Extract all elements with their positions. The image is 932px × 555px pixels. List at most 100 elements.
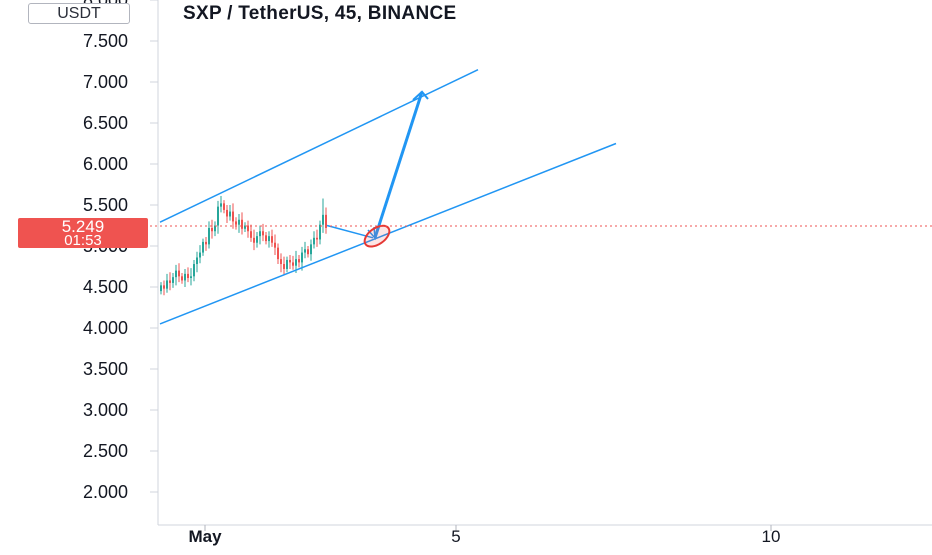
candle	[193, 259, 195, 282]
candle-body	[187, 273, 189, 278]
candle	[310, 239, 312, 261]
time-tick-label: 5	[451, 527, 460, 546]
candle-body	[163, 285, 165, 289]
candle-body	[274, 242, 276, 248]
price-tick-label: 4.500	[83, 277, 128, 297]
candle-body	[166, 280, 168, 289]
last-price-tag: 5.249 01:53	[18, 218, 148, 248]
candle	[292, 255, 294, 270]
candle	[271, 229, 273, 247]
candle-body	[247, 225, 249, 232]
candle-body	[298, 259, 300, 263]
candle-body	[256, 236, 258, 243]
price-axis[interactable]: 8.0007.5007.0006.5006.0005.5005.0004.500…	[83, 0, 158, 502]
candle	[253, 229, 255, 251]
price-tick-label: 3.000	[83, 400, 128, 420]
candle-body	[289, 259, 291, 263]
price-tick-label: 7.000	[83, 72, 128, 92]
highlight-ellipse[interactable]	[361, 222, 393, 251]
candle-body	[223, 203, 225, 210]
candle	[202, 238, 204, 256]
candle-body	[181, 276, 183, 281]
candle-body	[220, 203, 222, 207]
candle-body	[190, 276, 192, 278]
candle	[169, 272, 171, 291]
candle	[283, 256, 285, 275]
candle	[244, 222, 246, 233]
candle	[259, 225, 261, 245]
candle	[175, 264, 177, 286]
price-tick-label: 2.500	[83, 441, 128, 461]
price-tick-label: 3.500	[83, 359, 128, 379]
projection-arrow-line[interactable]	[373, 91, 424, 239]
arrow-head-icon	[412, 90, 429, 101]
candle	[241, 212, 243, 235]
candle	[256, 232, 258, 248]
candle-body	[292, 262, 294, 266]
candle	[298, 255, 300, 268]
candle	[187, 267, 189, 283]
candle-body	[253, 237, 255, 243]
candle-body	[160, 285, 162, 292]
time-axis[interactable]: May 5 10	[188, 525, 780, 546]
candle-body	[268, 236, 270, 242]
candle	[325, 207, 327, 234]
candle	[316, 229, 318, 247]
candle	[268, 231, 270, 248]
candle	[313, 231, 315, 249]
candle-body	[208, 227, 210, 245]
candle	[217, 200, 219, 234]
candle	[226, 205, 228, 224]
candle	[274, 234, 276, 256]
candle	[232, 203, 234, 229]
candle-body	[214, 225, 216, 232]
candle-body	[295, 259, 297, 266]
candle	[178, 263, 180, 283]
candle-body	[271, 236, 273, 243]
candle-body	[193, 264, 195, 277]
candle	[199, 245, 201, 264]
candle-body	[229, 211, 231, 217]
candle-body	[316, 237, 318, 240]
candle-body	[319, 224, 321, 240]
candle	[280, 253, 282, 273]
candle	[238, 214, 240, 233]
candle	[277, 243, 279, 265]
candle-body	[241, 219, 243, 229]
candle-body	[310, 244, 312, 255]
candle-body	[307, 249, 309, 255]
chart-title: SXP / TetherUS, 45, BINANCE	[183, 3, 457, 24]
candle	[181, 273, 183, 284]
candle-body	[325, 214, 327, 228]
price-tick-label: 7.500	[83, 31, 128, 51]
candle-body	[283, 264, 285, 269]
candle-body	[199, 252, 201, 258]
candle-body	[235, 221, 237, 225]
candles-layer	[160, 195, 327, 296]
candle-body	[286, 259, 288, 269]
currency-label[interactable]: USDT	[28, 3, 130, 24]
price-tick-label: 2.000	[83, 482, 128, 502]
candle-body	[313, 237, 315, 245]
candle	[196, 251, 198, 273]
candle-body	[211, 227, 213, 232]
candle-body	[250, 231, 252, 238]
candle	[160, 282, 162, 295]
candle	[229, 205, 231, 221]
candle-body	[262, 231, 264, 236]
candle	[307, 246, 309, 258]
candle	[262, 223, 264, 242]
channel-upper-line[interactable]	[159, 69, 479, 223]
candle-body	[175, 270, 177, 278]
candle	[304, 241, 306, 259]
candle-body	[304, 249, 306, 253]
candle	[214, 221, 216, 237]
candle	[286, 256, 288, 273]
candle-body	[232, 211, 234, 222]
candle	[223, 200, 225, 214]
price-tick-label: 6.500	[83, 113, 128, 133]
candle	[211, 219, 213, 239]
drawings-layer[interactable]	[159, 69, 617, 325]
